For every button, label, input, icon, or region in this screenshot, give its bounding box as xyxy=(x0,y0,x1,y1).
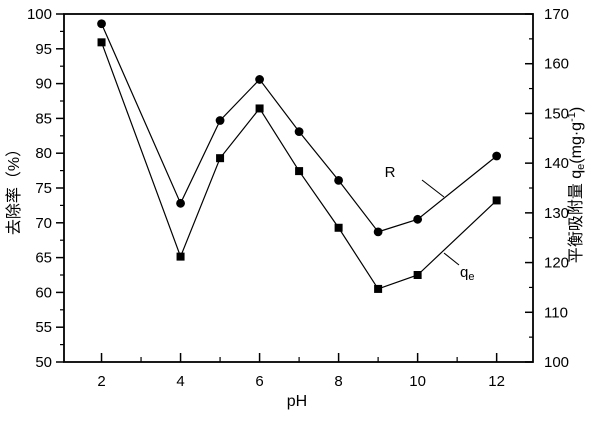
y-axis-right: 100 110 120 130 140 150 160 170 xyxy=(525,6,569,371)
R-marker xyxy=(294,127,304,137)
y-left-tick-label: 70 xyxy=(35,215,52,232)
series-qe xyxy=(97,38,501,293)
y-left-tick-label: 75 xyxy=(35,180,52,197)
x-axis-title: pH xyxy=(287,393,307,410)
y-left-tick-label: 60 xyxy=(35,284,52,301)
y-left-tick-label: 90 xyxy=(35,76,52,93)
y-left-tick-label: 65 xyxy=(35,250,52,267)
y-right-tick-label: 110 xyxy=(544,304,568,321)
qe-marker xyxy=(295,167,304,176)
R-marker xyxy=(97,19,106,29)
qe-marker xyxy=(255,104,264,113)
x-axis: 2 4 6 8 10 12 xyxy=(97,353,505,390)
qe-line xyxy=(100,42,498,290)
annotation-qe: qe xyxy=(443,252,474,283)
y-right-tick-label: 160 xyxy=(544,56,569,73)
R-marker xyxy=(255,75,264,84)
y-right-tick-label: 120 xyxy=(544,255,569,272)
qe-marker xyxy=(97,38,106,47)
y-right-tick-label: 130 xyxy=(544,205,569,222)
R-marker xyxy=(176,198,185,208)
x-tick-label: 6 xyxy=(255,373,263,390)
qe-marker xyxy=(413,271,422,279)
y-right-tick-label: 150 xyxy=(544,105,569,122)
R-marker xyxy=(413,214,423,224)
x-tick-label: 4 xyxy=(176,373,184,390)
qe-leader-line xyxy=(443,252,460,266)
plot-area: 2 4 6 8 10 12 50 55 60 65 70 75 80 85 90 95 100 100 110 120… xyxy=(27,6,569,390)
y-left-tick-label: 50 xyxy=(35,354,52,371)
y-right-tick-label: 100 xyxy=(544,354,569,371)
y-right-tick-label: 140 xyxy=(544,155,569,172)
qe-marker xyxy=(492,196,501,205)
x-tick-label: 8 xyxy=(334,373,342,390)
R-marker xyxy=(215,116,225,125)
qe-marker xyxy=(334,223,343,232)
x-tick-label: 12 xyxy=(488,373,505,390)
y-left-tick-label: 100 xyxy=(27,6,52,23)
R-marker xyxy=(492,151,502,161)
y-axis-title-left: 去除率（%） xyxy=(5,141,23,235)
y-left-tick-label: 55 xyxy=(35,319,52,336)
y-left-tick-label: 80 xyxy=(35,145,52,162)
x-tick-label: 2 xyxy=(97,373,105,390)
y-left-tick-label: 95 xyxy=(35,41,52,58)
y-right-tick-label: 170 xyxy=(544,6,569,23)
qe-marker xyxy=(216,154,225,163)
plot-frame xyxy=(63,13,534,363)
x-tick-label: 10 xyxy=(409,373,426,390)
y-axis-title-right: 平衡吸附量 qe(mg·g-1) xyxy=(566,107,587,263)
series-R xyxy=(97,19,502,237)
qe-marker xyxy=(176,252,185,261)
series-label-qe: qe xyxy=(460,264,474,283)
y-axis-left: 50 55 60 65 70 75 80 85 90 95 100 xyxy=(27,6,64,371)
annotation-R: R xyxy=(385,164,445,198)
R-marker xyxy=(373,227,383,237)
R-leader-line xyxy=(421,179,445,198)
qe-marker xyxy=(374,284,383,293)
R-marker xyxy=(334,175,344,185)
series-label-R: R xyxy=(385,164,396,181)
y-left-tick-label: 85 xyxy=(35,110,52,127)
